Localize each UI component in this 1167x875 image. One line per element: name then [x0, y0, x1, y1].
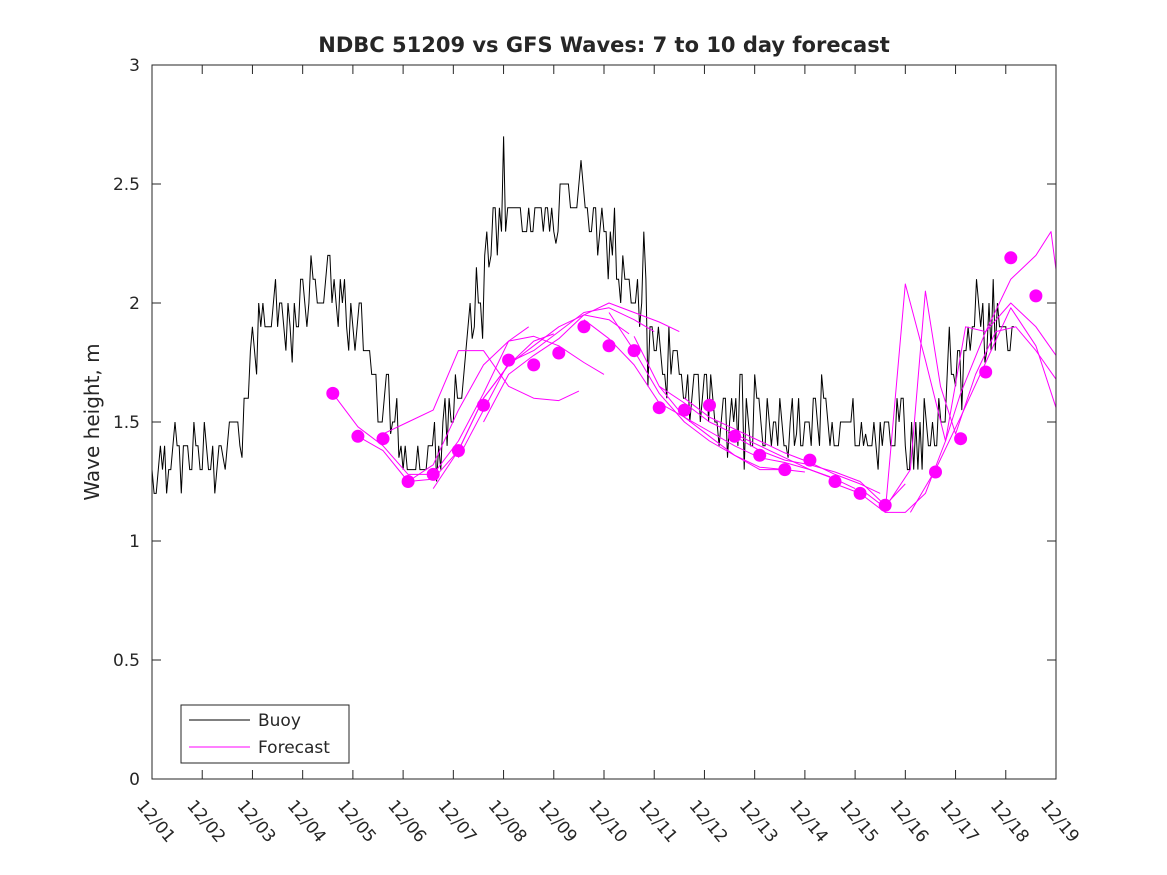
forecast-point [577, 320, 591, 334]
forecast-point [979, 365, 993, 379]
forecast-point [326, 386, 340, 400]
forecast-point [451, 444, 465, 458]
forecast-run-line [457, 307, 655, 458]
forecast-run-line [608, 312, 805, 473]
forecast-point [703, 398, 716, 412]
forecast-point [728, 429, 742, 443]
forecast-point [477, 398, 490, 412]
y-tick-label: 2 [129, 294, 140, 314]
buoy-series [151, 136, 1015, 494]
forecast-point [552, 346, 566, 360]
forecast-point [677, 403, 691, 417]
forecast-point [803, 453, 817, 467]
forecast-run-line [885, 231, 1057, 513]
legend-buoy-label: Buoy [258, 711, 301, 731]
forecast-point [351, 429, 365, 443]
y-tick-label: 2.5 [113, 175, 140, 195]
y-tick-label: 3 [129, 56, 140, 76]
forecast-run-line [382, 350, 580, 435]
forecast-point [627, 344, 641, 358]
forecast-point [376, 432, 390, 446]
forecast-point [426, 467, 440, 481]
forecast-point [502, 353, 516, 367]
forecast-point [778, 463, 792, 477]
forecast-point [853, 486, 867, 500]
forecast-run-line [407, 335, 605, 482]
forecast-point [828, 475, 842, 488]
y-tick-label: 1.5 [113, 413, 140, 433]
forecast-run-line [658, 385, 856, 490]
forecast-run-line [859, 290, 1057, 509]
forecast-run-line [432, 314, 630, 489]
forecast-run-line [633, 336, 831, 478]
y-tick-label: 1 [129, 532, 140, 552]
y-axis-label: Wave height, m [80, 343, 104, 500]
forecast-point [1029, 289, 1043, 303]
buoy-line [151, 136, 1015, 494]
y-axis-ticks: 0 0.5 1 1.5 2 2.5 3 [113, 56, 1056, 790]
y-tick-label: 0.5 [113, 651, 140, 671]
plot-area [152, 65, 1056, 779]
forecast-series [332, 231, 1057, 513]
forecast-point [929, 465, 942, 479]
forecast-point [527, 358, 541, 372]
forecast-point [878, 498, 892, 512]
forecast-point [753, 448, 767, 462]
forecast-run-line [684, 397, 881, 494]
forecast-point [602, 339, 616, 353]
legend: Buoy Forecast [180, 704, 350, 764]
legend-box [180, 704, 350, 764]
forecast-point [1004, 251, 1018, 265]
forecast-point [652, 401, 666, 415]
forecast-point [954, 432, 968, 446]
legend-forecast-label: Forecast [258, 738, 330, 758]
forecast-points [326, 251, 1043, 512]
y-tick-label: 0 [129, 770, 140, 790]
forecast-point [401, 475, 415, 488]
chart-title: NDBC 51209 vs GFS Waves: 7 to 10 day for… [318, 33, 889, 57]
forecast-run-line [483, 302, 680, 423]
